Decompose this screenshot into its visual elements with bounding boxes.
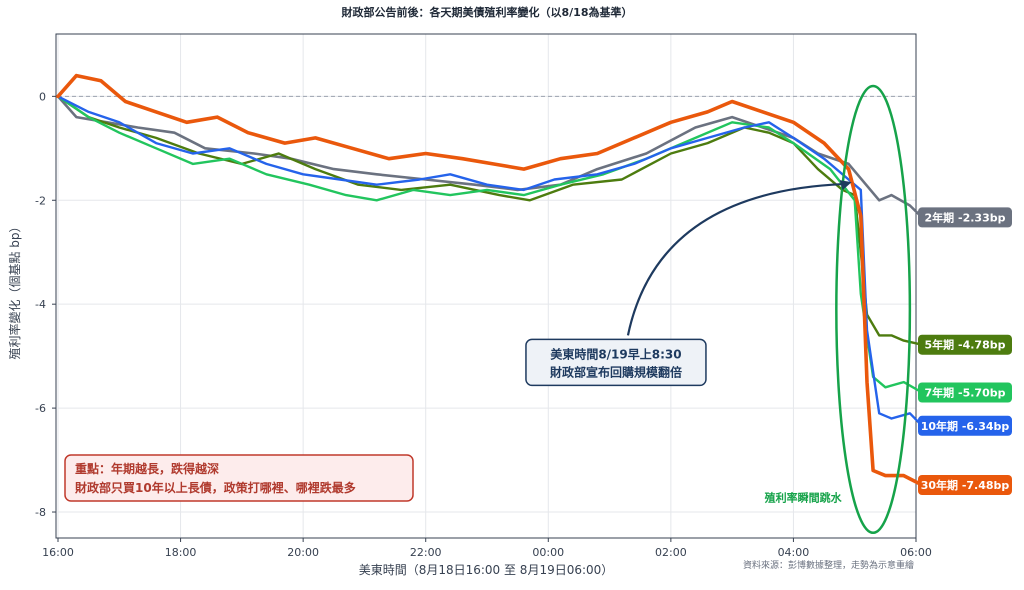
callout-line-2: 財政部宣布回購規模翻倍 xyxy=(549,364,682,379)
end-label-text: 30年期 -7.48bp xyxy=(921,478,1010,492)
chart-title: 財政部公告前後：各天期美債殖利率變化（以8/18為基準） xyxy=(341,5,633,19)
end-label-text: 2年期 -2.33bp xyxy=(925,210,1006,224)
annotation-layer: 2年期 -2.33bp 5年期 -4.78bp 7年期 -5.70bp 10年期 -6… xyxy=(64,84,1012,535)
highlight-line-1: 重點：年期越長，跌得越深 xyxy=(75,461,219,476)
axis-layer: 16:00 18:00 20:00 22:00 00:00 02:00 04:00 06:00… xyxy=(35,90,932,559)
series-layer xyxy=(56,73,924,487)
series-line-7年期 xyxy=(56,95,924,394)
end-label-text: 10年期 -6.34bp xyxy=(921,419,1010,433)
end-label-text: 5年期 -4.78bp xyxy=(925,338,1006,352)
end-label-badge xyxy=(918,475,1012,496)
y-tick-label: 0 xyxy=(39,90,46,103)
x-tick-label: 18:00 xyxy=(165,546,197,559)
end-label-badge xyxy=(918,382,1012,403)
x-tick-label: 02:00 xyxy=(655,546,687,559)
x-axis-label: 美東時間（8月18日16:00 至 8月19日06:00） xyxy=(359,563,614,577)
x-tick-label: 16:00 xyxy=(42,546,74,559)
x-tick-label: 22:00 xyxy=(410,546,442,559)
x-tick-label: 06:00 xyxy=(900,546,932,559)
x-tick-label: 04:00 xyxy=(778,546,810,559)
series-line-10年期 xyxy=(56,95,924,427)
end-label-text: 7年期 -5.70bp xyxy=(925,386,1006,400)
source-note: 資料來源：彭博數據整理，走勢為示意重繪 xyxy=(743,559,914,571)
series-line-30年期 xyxy=(56,73,924,487)
drop-highlight-ellipse xyxy=(835,84,912,535)
jump-label: 殖利率瞬間跳水 xyxy=(764,491,843,505)
plot-frame xyxy=(55,33,917,539)
y-tick-label: -6 xyxy=(35,402,46,415)
series-line-5年期 xyxy=(56,95,924,346)
x-tick-label: 00:00 xyxy=(532,546,564,559)
callout-arrowhead xyxy=(839,180,852,191)
end-label-badge xyxy=(918,415,1012,436)
callout-arrow xyxy=(626,182,844,336)
callout-line-1: 美東時間8/19早上8:30 xyxy=(550,346,681,361)
y-axis-label: 殖利率變化（個基點 bp） xyxy=(7,220,22,359)
y-tick-label: -4 xyxy=(35,298,46,311)
highlight-line-2: 財政部只買10年以上長債，政策打哪裡、哪裡跌最多 xyxy=(74,480,356,495)
highlight-box xyxy=(64,454,414,502)
series-line-2年期 xyxy=(56,95,924,219)
end-label-badge xyxy=(918,207,1012,228)
y-tick-label: -2 xyxy=(35,194,46,207)
callout-box xyxy=(525,338,707,387)
x-tick-label: 20:00 xyxy=(287,546,319,559)
y-tick-label: -8 xyxy=(35,506,46,519)
end-label-badge xyxy=(918,334,1012,355)
